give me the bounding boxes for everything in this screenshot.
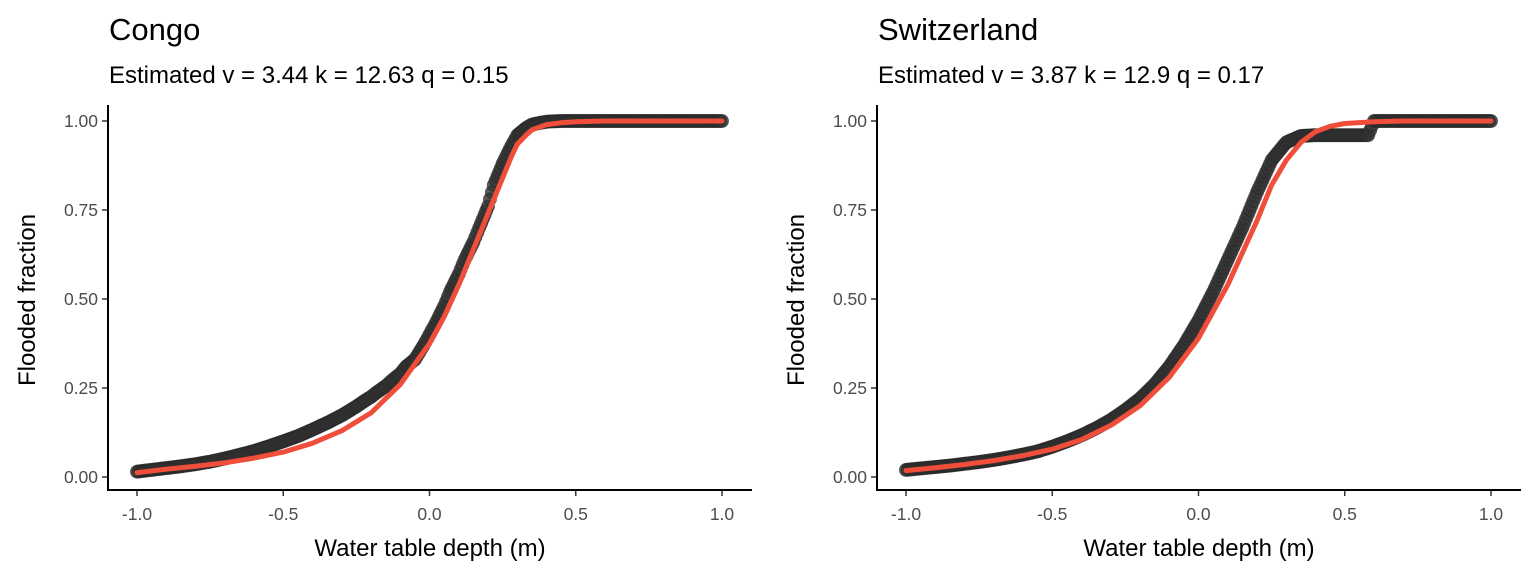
data-points	[899, 114, 1498, 477]
x-tick-label: 0.0	[417, 504, 442, 524]
y-tick-label: 1.00	[833, 111, 867, 131]
chart-title: Congo	[109, 12, 200, 47]
x-axis-title: Water table depth (m)	[314, 535, 545, 562]
y-tick-label: 0.00	[833, 467, 867, 487]
axis-ticks: -1.0 -0.5 0.0 0.5 1.0 0.00 0.25 0.50 0.75 1.00	[64, 111, 734, 524]
y-axis-title: Flooded fraction	[783, 214, 810, 386]
x-tick-label: 0.5	[1333, 504, 1357, 524]
chart-title: Switzerland	[878, 12, 1038, 47]
x-tick-label: 0.0	[1186, 504, 1211, 524]
y-tick-label: 0.50	[833, 289, 867, 309]
x-tick-label: 1.0	[1479, 504, 1504, 524]
fitted-curve	[134, 118, 725, 476]
panel-switzerland: Switzerland Estimated v = 3.87 k = 12.9 …	[783, 12, 1521, 562]
y-axis-title: Flooded fraction	[14, 214, 41, 386]
data-points	[130, 114, 729, 479]
y-tick-label: 0.75	[64, 200, 98, 220]
y-tick-label: 1.00	[64, 111, 98, 131]
y-tick-label: 0.50	[64, 289, 98, 309]
y-tick-label: 0.25	[833, 378, 867, 398]
x-tick-label: 0.5	[564, 504, 588, 524]
x-tick-label: -1.0	[122, 504, 152, 524]
x-tick-label: -1.0	[891, 504, 921, 524]
y-tick-label: 0.00	[64, 467, 98, 487]
x-tick-label: -0.5	[1037, 504, 1067, 524]
y-tick-label: 0.75	[833, 200, 867, 220]
x-tick-label: -0.5	[268, 504, 298, 524]
fitted-curve	[903, 118, 1494, 474]
chart-subtitle: Estimated v = 3.44 k = 12.63 q = 0.15	[109, 62, 509, 89]
chart-subtitle: Estimated v = 3.87 k = 12.9 q = 0.17	[878, 62, 1264, 89]
x-tick-label: 1.0	[710, 504, 735, 524]
x-axis-title: Water table depth (m)	[1083, 535, 1314, 562]
panel-congo: Congo Estimated v = 3.44 k = 12.63 q = 0…	[14, 12, 752, 562]
axis-ticks: -1.0 -0.5 0.0 0.5 1.0 0.00 0.25 0.50 0.75 1.00	[833, 111, 1503, 524]
y-tick-label: 0.25	[64, 378, 98, 398]
